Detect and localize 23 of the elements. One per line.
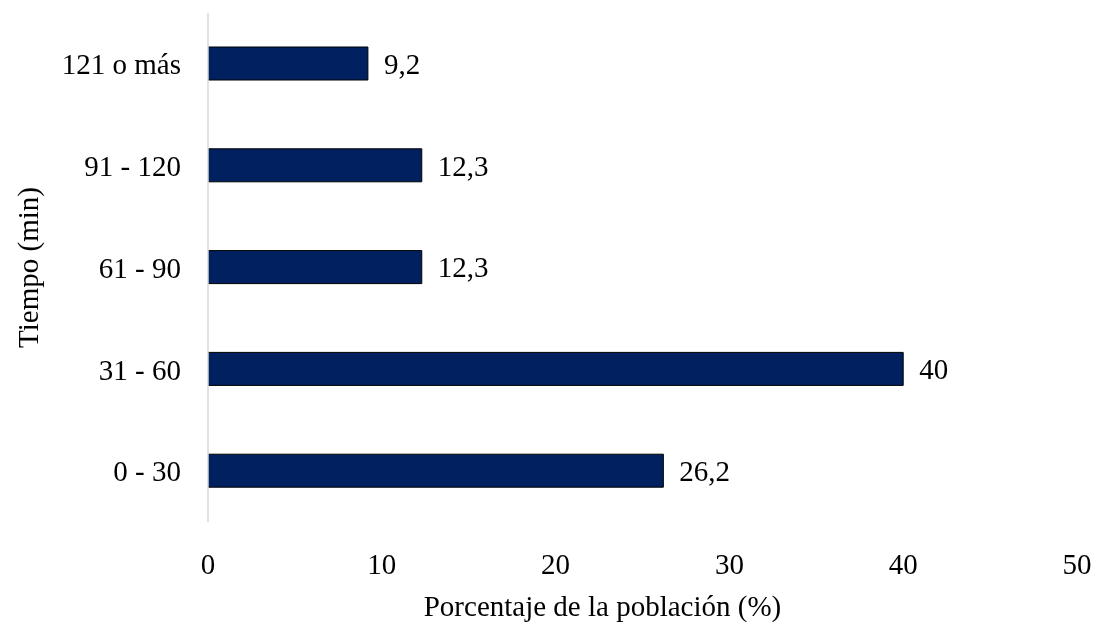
x-tick-label: 40 <box>888 547 918 580</box>
data-label: 40 <box>919 353 949 386</box>
x-tick-label: 0 <box>200 547 216 580</box>
data-label: 26,2 <box>679 455 731 487</box>
y-tick-label: 61 - 90 <box>98 251 181 284</box>
data-label: 12,3 <box>437 149 489 182</box>
bar <box>208 148 423 183</box>
bar <box>208 453 664 488</box>
y-axis-title: Tiempo (min) <box>12 187 45 348</box>
x-tick-label: 20 <box>541 547 571 580</box>
y-tick-label: 0 - 30 <box>113 455 181 488</box>
bar <box>208 46 369 81</box>
y-tick-label: 31 - 60 <box>98 353 181 386</box>
y-tick-label: 121 o más <box>61 48 181 81</box>
bar <box>208 351 904 386</box>
x-axis-title: Porcentaje de la población (%) <box>423 590 782 622</box>
data-label: 12,3 <box>437 251 489 284</box>
y-tick-label: 91 - 120 <box>84 149 181 182</box>
x-tick-label: 50 <box>1062 547 1092 580</box>
x-tick-label: 30 <box>714 547 744 580</box>
x-tick-label: 10 <box>367 547 397 580</box>
bar <box>208 250 423 285</box>
data-label: 9,2 <box>383 47 421 80</box>
